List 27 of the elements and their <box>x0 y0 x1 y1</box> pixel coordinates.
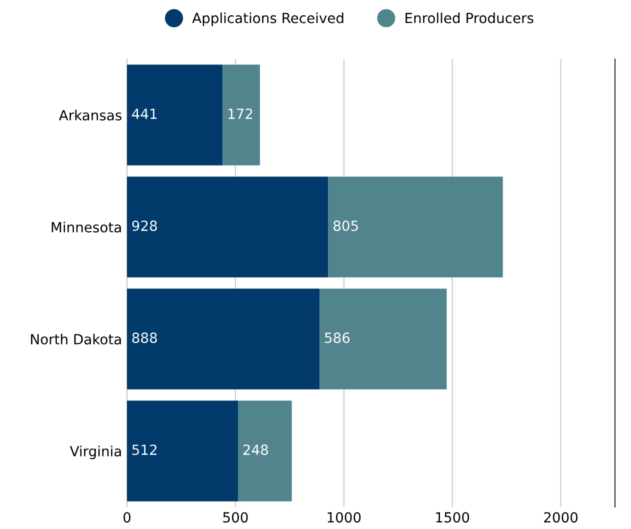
bar <box>127 400 238 502</box>
y-tick-label: Minnesota <box>52 222 121 232</box>
bar <box>238 400 292 502</box>
bar <box>320 288 447 390</box>
x-tick-label: 1000 <box>328 512 361 523</box>
legend-label: Enrolled Producers <box>406 12 534 24</box>
data-label: 928 <box>132 220 157 232</box>
data-label: 805 <box>334 220 358 232</box>
legend-label: Applications Received <box>192 12 344 26</box>
bar <box>222 64 260 166</box>
data-label: 512 <box>132 444 156 456</box>
bar <box>328 176 503 278</box>
bar <box>127 288 320 390</box>
data-label: 888 <box>132 332 157 344</box>
x-tick-label: 500 <box>223 512 248 523</box>
y-tick-label: Virginia <box>70 446 121 460</box>
bar <box>127 64 223 166</box>
data-label: 172 <box>228 108 252 119</box>
y-tick-label: North Dakota <box>31 334 121 344</box>
data-label: 441 <box>132 108 157 119</box>
x-tick-label: 0 <box>123 512 130 523</box>
data-label: 248 <box>243 444 268 456</box>
x-tick-label: 2000 <box>544 512 578 523</box>
bar <box>127 176 328 278</box>
y-tick-label: Arkansas <box>58 110 122 120</box>
x-tick-label: 1500 <box>436 512 470 523</box>
data-label: 586 <box>325 332 350 344</box>
